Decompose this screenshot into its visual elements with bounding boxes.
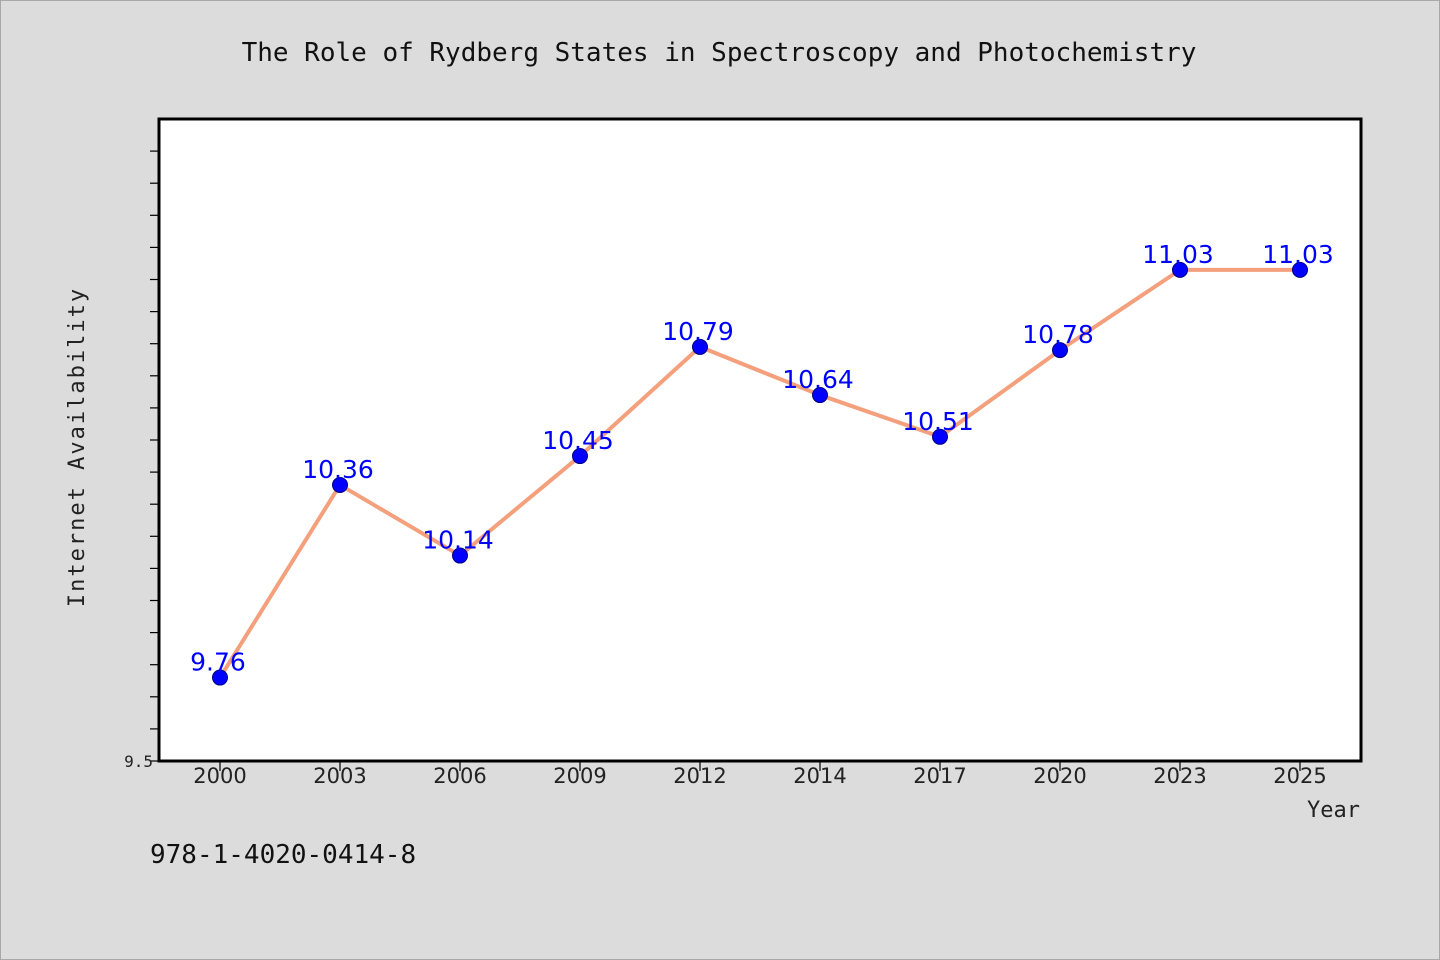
x-tick-label: 2025 [1273,764,1326,788]
x-tick-label: 2020 [1033,764,1086,788]
data-label: 10.14 [422,526,494,555]
data-point [932,428,948,445]
x-tick-label: 2000 [193,764,246,788]
data-point [812,387,828,404]
data-point [692,338,708,355]
data-point [1172,261,1188,278]
data-point [452,547,468,564]
isbn-text: 978-1-4020-0414-8 [150,840,416,870]
y-axis-ticks: 9.5 [124,150,159,771]
series-layer [212,261,1308,686]
data-label: 9.76 [190,648,246,677]
data-point [1052,342,1068,359]
data-label: 11.03 [1142,240,1214,269]
series-line [218,267,1302,680]
data-label: 10.78 [1022,320,1094,349]
data-label-layer: 9.76 10.36 10.14 10.45 10.79 10.64 10.51 10.78 1… [190,240,1334,677]
x-tick-label: 2012 [673,764,726,788]
x-axis-label: Year [1307,798,1360,823]
x-tick-label: 2009 [553,764,606,788]
data-point [212,669,228,686]
x-tick-label: 2014 [793,764,846,788]
data-point [332,476,348,493]
data-point [1292,261,1308,278]
data-label: 10.51 [902,407,974,436]
data-label: 10.45 [542,426,614,455]
x-tick-label: 2006 [433,764,486,788]
plot-area [157,117,1363,763]
x-tick-label: 2017 [913,764,966,788]
x-tick-label: 2003 [313,764,366,788]
chart-title: The Role of Rydberg States in Spectrosco… [242,38,1197,68]
data-point [572,448,588,465]
data-label: 10.36 [302,455,374,484]
x-tick-label: 2023 [1153,764,1206,788]
data-label: 10.64 [782,365,854,394]
y-tick-label: 9.5 [124,752,153,771]
data-label: 10.79 [662,317,734,346]
y-axis-label: Internet Availability [65,287,90,607]
data-label: 11.03 [1262,240,1334,269]
x-axis-ticks: 2000 2003 2006 2009 2012 2014 2017 2020 2023 2025 [193,761,1327,788]
